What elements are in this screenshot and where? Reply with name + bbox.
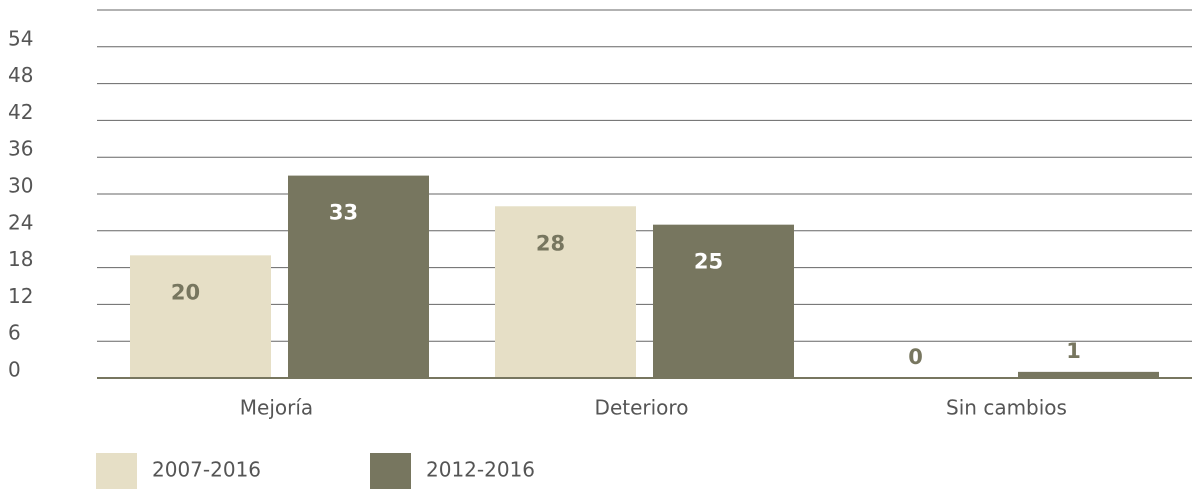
y-tick-label: 42 bbox=[8, 100, 33, 124]
data-label: 1 bbox=[1066, 339, 1081, 363]
data-label: 0 bbox=[908, 345, 923, 369]
y-tick-label: 30 bbox=[8, 174, 33, 198]
legend-swatch bbox=[96, 453, 137, 489]
y-tick-label: 18 bbox=[8, 247, 33, 271]
y-tick-label: 0 bbox=[8, 358, 21, 382]
y-tick-label: 48 bbox=[8, 63, 33, 87]
y-tick-label: 24 bbox=[8, 210, 33, 234]
y-tick-label: 36 bbox=[8, 137, 33, 161]
x-tick-label: Sin cambios bbox=[946, 396, 1067, 420]
legend-label: 2007-2016 bbox=[152, 458, 261, 482]
data-label: 33 bbox=[329, 201, 358, 225]
bar bbox=[288, 175, 429, 378]
y-tick-label: 54 bbox=[8, 26, 33, 50]
x-tick-label: Deterioro bbox=[595, 396, 689, 420]
bar bbox=[653, 224, 794, 378]
bar bbox=[130, 255, 271, 378]
x-tick-label: Mejoría bbox=[240, 396, 313, 420]
bar bbox=[495, 206, 636, 378]
y-tick-label: 6 bbox=[8, 321, 21, 345]
y-tick-label: 12 bbox=[8, 284, 33, 308]
bar bbox=[1018, 371, 1159, 378]
data-label: 28 bbox=[536, 231, 565, 255]
legend-label: 2012-2016 bbox=[426, 458, 535, 482]
data-label: 25 bbox=[694, 250, 723, 274]
data-label: 20 bbox=[171, 280, 200, 304]
legend-swatch bbox=[370, 453, 411, 489]
